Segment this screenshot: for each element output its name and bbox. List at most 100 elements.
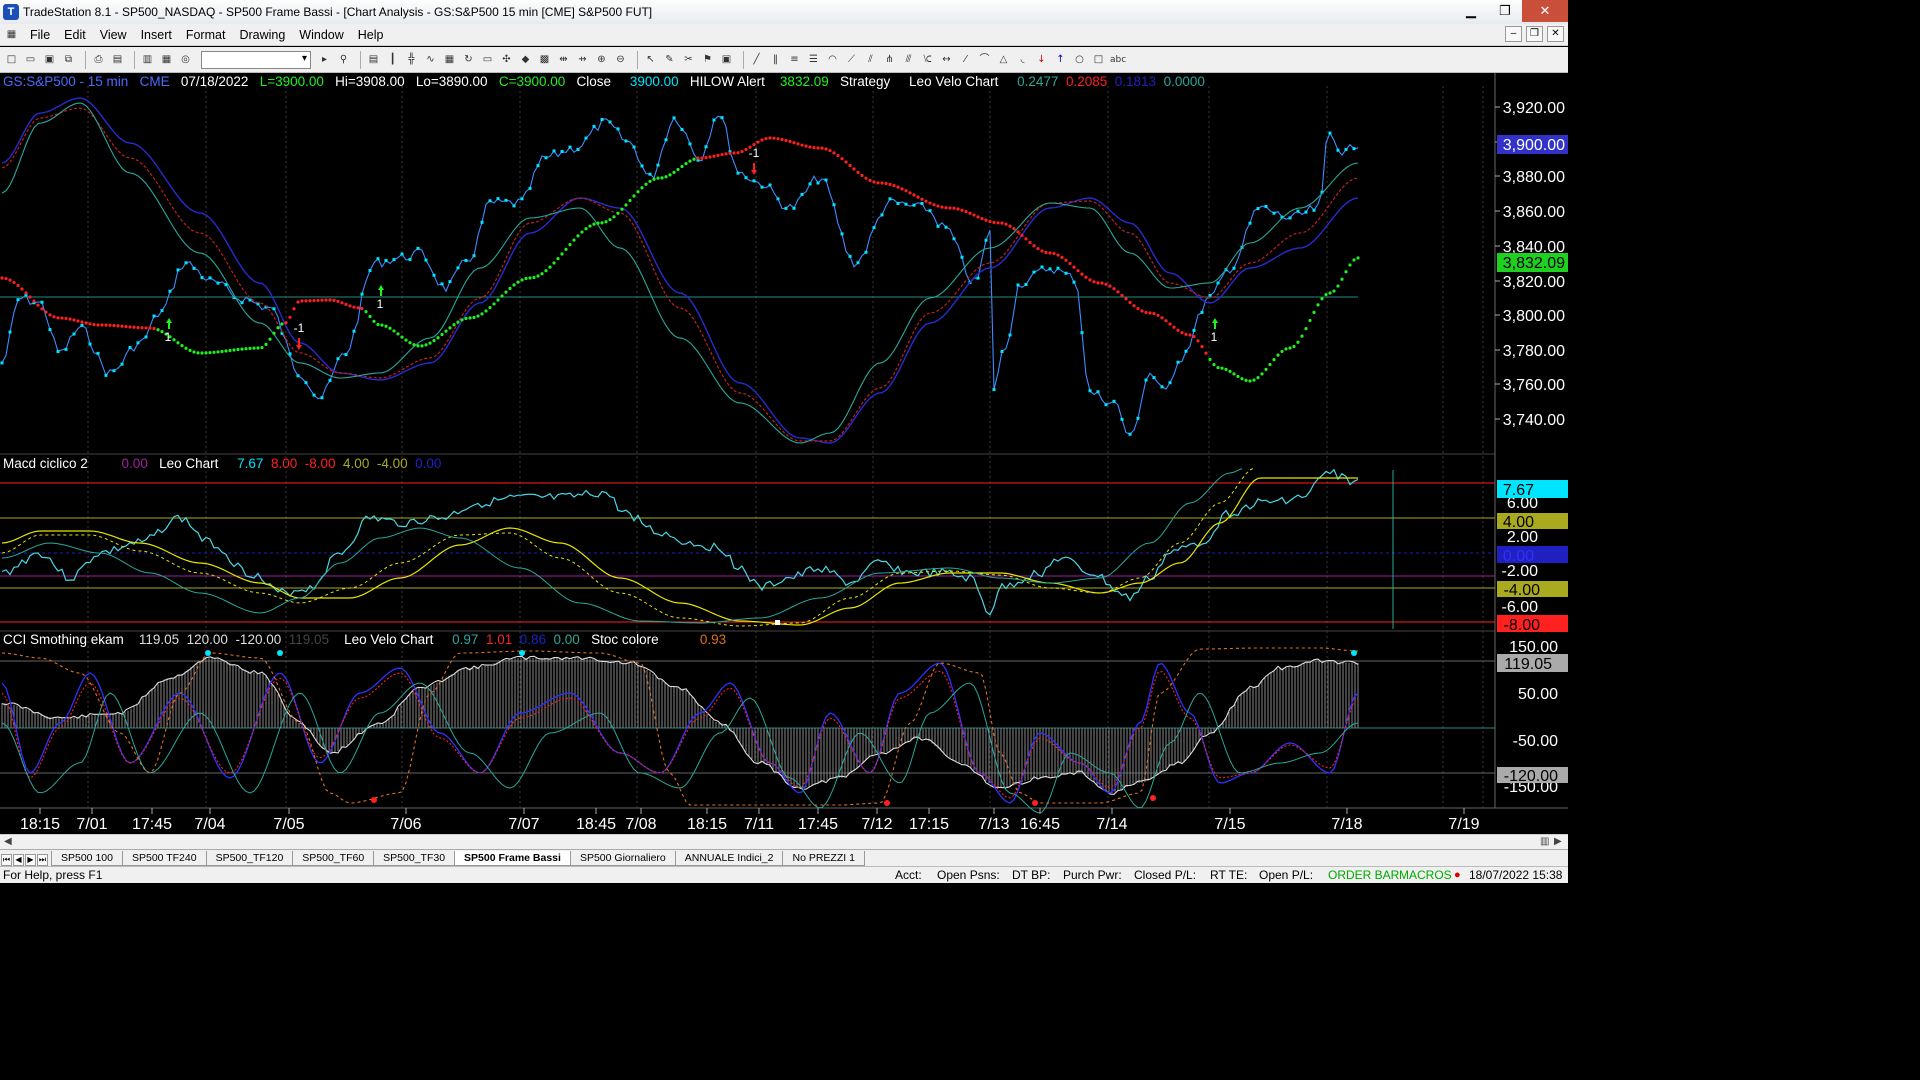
line-chart-icon[interactable]: ∿ <box>426 53 435 65</box>
hilow-dot <box>792 141 796 145</box>
hilow-dot <box>304 299 308 303</box>
maximize-button[interactable]: ❐ <box>1499 3 1511 18</box>
zoom-out-icon[interactable]: ⊖ <box>616 53 625 65</box>
copy-icon[interactable]: ⧉ <box>64 53 73 65</box>
menu-drawing[interactable]: Drawing <box>239 27 286 42</box>
regression-icon[interactable]: ⟈ <box>923 53 932 65</box>
status-order-bar[interactable]: ORDER BAR <box>1328 868 1400 882</box>
scroll-thumb-icon[interactable]: ▥ <box>1540 836 1550 847</box>
tab-annuale-indici[interactable]: ANNUALE Indici_2 <box>674 851 784 866</box>
scroll-right-icon[interactable]: ▶ <box>1554 836 1562 847</box>
hilow-dot <box>1276 353 1280 357</box>
tab-prev-icon[interactable]: ◀ <box>13 854 24 866</box>
freehand-icon[interactable]: ◟ <box>1020 53 1025 65</box>
tab-sp500-tf240[interactable]: SP500 TF240 <box>121 851 207 866</box>
arrow-up-icon[interactable]: ↑ <box>1056 53 1065 65</box>
price-dot <box>1200 310 1204 314</box>
scroll-left-icon[interactable]: ◀ <box>4 836 12 847</box>
mdi-restore-button[interactable]: ❐ <box>1526 26 1543 42</box>
radar-icon[interactable]: ◎ <box>181 53 190 65</box>
bar-spacing-icon[interactable]: ⇹ <box>559 53 568 65</box>
tab-sp500-tf60[interactable]: SP500_TF60 <box>292 851 375 866</box>
data-tip-icon[interactable]: ✎ <box>665 53 674 65</box>
window-icon[interactable]: ▭ <box>482 53 493 65</box>
rect-icon[interactable]: □ <box>1093 53 1104 65</box>
tab-first-icon[interactable]: ⏮ <box>1 854 12 866</box>
price-dot <box>960 255 964 259</box>
tools-icon[interactable]: ✂ <box>684 53 693 65</box>
hilow-dot <box>380 323 384 327</box>
tab-sp500-giornaliero[interactable]: SP500 Giornaliero <box>569 851 676 866</box>
table-icon[interactable]: ▤ <box>368 53 379 65</box>
circle-icon[interactable]: ○ <box>1075 53 1084 65</box>
parallel-icon[interactable]: ⁄ <box>964 53 967 65</box>
chart-window-icon[interactable]: ▦ <box>6 28 17 40</box>
arc-icon[interactable]: ◠ <box>828 53 837 65</box>
hilow-dot <box>564 247 568 251</box>
tab-last-icon[interactable]: ⏭ <box>37 854 48 866</box>
tab-sp500-tf120[interactable]: SP500_TF120 <box>205 851 294 866</box>
menu-window[interactable]: Window <box>299 27 344 42</box>
tab-no-prezzi[interactable]: No PREZZI 1 <box>782 851 865 866</box>
refresh-icon[interactable]: ↻ <box>464 53 473 65</box>
cycle-icon[interactable]: ⌒ <box>979 53 990 65</box>
shift-icon[interactable]: ⇸ <box>578 53 587 65</box>
preview-icon[interactable]: ▤ <box>112 53 123 65</box>
compass-icon[interactable]: ✣ <box>502 53 511 65</box>
mdi-minimize-button[interactable]: – <box>1505 26 1522 42</box>
cursor-icon[interactable]: ↖ <box>646 53 655 65</box>
hilow-dot <box>492 302 496 306</box>
mdi-close-button[interactable]: ✕ <box>1547 26 1564 42</box>
gann-icon[interactable]: ⟋ <box>848 53 855 65</box>
menu-format[interactable]: Format <box>185 27 226 42</box>
minimize-button[interactable]: ▁ <box>1466 3 1476 18</box>
tab-sp500-frame-bassi[interactable]: SP500 Frame Bassi <box>454 851 571 866</box>
arrows-horizontal-icon[interactable]: ↔ <box>942 53 951 65</box>
channel-icon[interactable]: ⫻ <box>905 53 912 65</box>
triangle-icon[interactable]: △ <box>999 53 1008 65</box>
alert-icon[interactable]: ⚑ <box>703 53 712 65</box>
menu-view[interactable]: View <box>99 27 127 42</box>
chart-canvas[interactable]: 1 -1 1 -1 1 3,920.00 3,900.00 3,880.00 3,860.00 3… <box>0 73 1568 834</box>
hilow-dot <box>708 155 712 159</box>
horizontal-scrollbar[interactable]: ◀ ▥ ▶ <box>0 834 1568 849</box>
tab-sp500-tf30[interactable]: SP500_TF30 <box>373 851 456 866</box>
status-macros[interactable]: MACROS <box>1399 868 1452 882</box>
price-dot <box>328 378 332 382</box>
price-dot <box>680 128 684 132</box>
arrow-down-icon[interactable]: ↓ <box>1037 53 1046 65</box>
open-icon[interactable]: ▭ <box>25 53 36 65</box>
trendline-icon[interactable]: ╱ <box>753 53 760 65</box>
menu-file[interactable]: File <box>30 27 51 42</box>
hilow-dot <box>776 137 780 141</box>
zoom-in-icon[interactable]: ⊕ <box>597 53 606 65</box>
text-icon[interactable]: abc <box>1110 54 1127 65</box>
vertical-lines-icon[interactable]: ‖ <box>773 53 778 65</box>
speed-lines-icon[interactable]: ⫽ <box>868 53 873 65</box>
tab-sp500-100[interactable]: SP500 100 <box>51 851 123 866</box>
print-icon[interactable]: ⎙ <box>94 53 103 65</box>
tab-next-icon[interactable]: ▶ <box>25 854 36 866</box>
save-icon[interactable]: ▣ <box>44 53 55 65</box>
macro-icon[interactable]: ▣ <box>721 53 732 65</box>
chart-area[interactable]: 1 -1 1 -1 1 3,920.00 3,900.00 3,880.00 3,860.00 3… <box>0 73 1568 834</box>
chart-icon[interactable]: ▥ <box>142 53 153 65</box>
strategy-icon[interactable]: ▩ <box>539 53 550 65</box>
layout-icon[interactable]: ▦ <box>444 53 455 65</box>
symbol-combo[interactable] <box>201 50 311 69</box>
link-icon[interactable]: ⚲ <box>339 53 348 65</box>
close-button[interactable]: ✕ <box>1522 0 1568 22</box>
fib-icon[interactable]: ☰ <box>809 53 818 65</box>
menu-help[interactable]: Help <box>357 27 384 42</box>
menu-insert[interactable]: Insert <box>140 27 172 42</box>
new-icon[interactable]: □ <box>6 53 17 65</box>
andrews-icon[interactable]: ⋔ <box>885 53 894 65</box>
menu-edit[interactable]: Edit <box>64 27 86 42</box>
indicator-icon[interactable]: ◆ <box>521 53 530 65</box>
horizontal-lines-icon[interactable]: ≡ <box>790 53 799 65</box>
price-dot <box>144 335 148 339</box>
grid-icon[interactable]: ▦ <box>161 53 172 65</box>
candles-icon[interactable]: ╬ <box>408 53 415 65</box>
bars-icon[interactable]: ┃ <box>389 53 396 65</box>
play-icon[interactable]: ▸ <box>321 53 328 65</box>
